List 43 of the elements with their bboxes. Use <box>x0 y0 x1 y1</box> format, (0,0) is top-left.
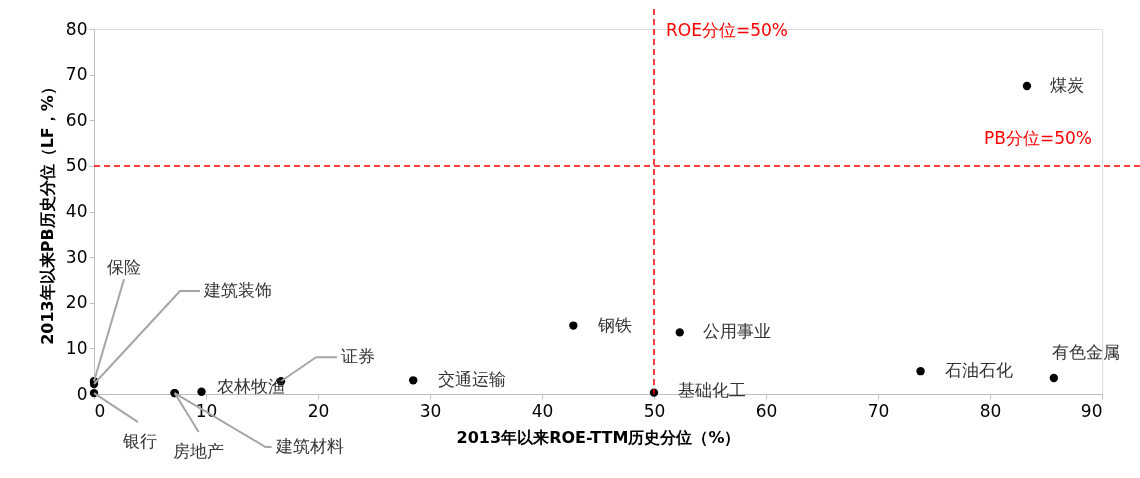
annotation: 保险 <box>107 257 141 278</box>
x-tick-label: 20 <box>307 400 330 421</box>
x-tick-label: 0 <box>94 400 106 421</box>
y-tick-label: 0 <box>76 383 88 404</box>
annotation: 农林牧渔 <box>216 375 285 396</box>
y-tick-label: 20 <box>65 292 88 313</box>
annotation: 证券 <box>341 346 376 367</box>
y-tick-label: 30 <box>65 246 88 267</box>
annotation: 建筑装饰 <box>203 279 272 300</box>
y-axis-title: 2013年以来PB历史分位（LF，%） <box>37 79 57 345</box>
y-tick-label: 10 <box>65 337 88 358</box>
point <box>675 328 684 337</box>
annotation: 钢铁 <box>597 314 633 335</box>
y-tick-label: 50 <box>65 155 88 176</box>
point <box>916 367 925 376</box>
ref-line-label: PB分位=50% <box>984 127 1092 148</box>
x-tick-label: 80 <box>979 400 1002 421</box>
y-tick-label: 70 <box>65 64 88 85</box>
x-tick-label: 40 <box>531 400 554 421</box>
annotation: 基础化工 <box>678 379 746 400</box>
point <box>569 321 578 330</box>
annotation: 交通运输 <box>438 369 507 390</box>
point <box>197 387 206 396</box>
x-tick-label: 50 <box>643 400 666 421</box>
point <box>1049 373 1059 383</box>
annotation: 公用事业 <box>702 321 771 342</box>
y-tick-label: 40 <box>65 201 88 221</box>
y-tick-label: 60 <box>65 109 88 130</box>
x-tick-label: 60 <box>755 400 778 421</box>
point <box>1022 81 1032 91</box>
annotation: 银行 <box>122 431 157 452</box>
annotation: 煤炭 <box>1049 75 1084 96</box>
x-tick-label: 70 <box>867 400 890 421</box>
annotation: 建筑材料 <box>274 436 344 457</box>
annotation: 石油石化 <box>944 360 1013 381</box>
point <box>409 376 418 385</box>
x-axis-title: 2013年以来ROE-TTM历史分位（%） <box>456 427 741 447</box>
x-tick-label: 30 <box>419 400 442 421</box>
x-tick-label: 90 <box>1080 400 1103 421</box>
y-tick-label: 80 <box>65 18 88 39</box>
annotation: 有色金属 <box>1051 342 1120 363</box>
annotation: 房地产 <box>173 441 225 462</box>
ref-line-label: ROE分位=50% <box>666 20 788 40</box>
